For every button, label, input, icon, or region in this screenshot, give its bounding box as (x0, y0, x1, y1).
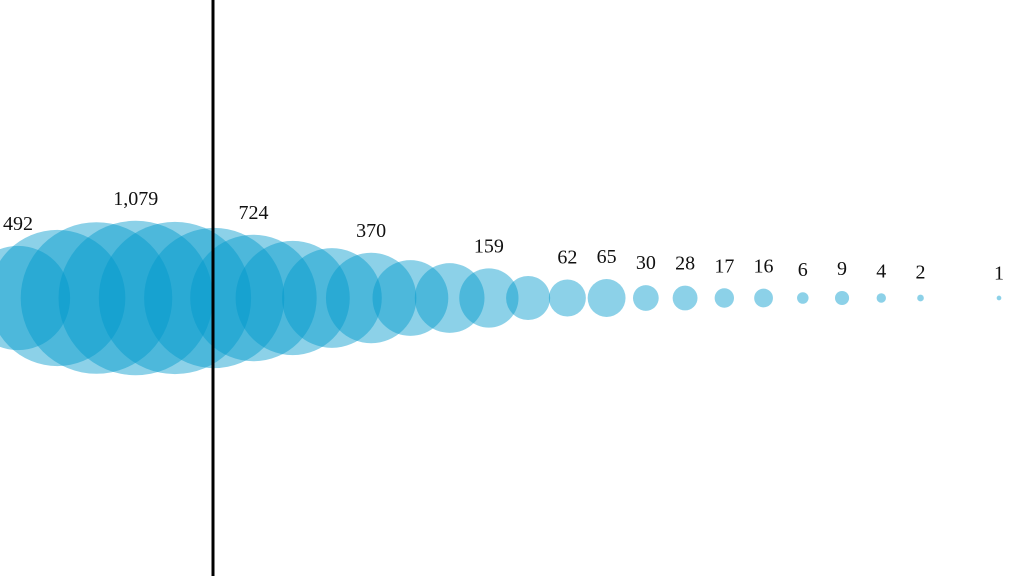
bubble (506, 275, 551, 321)
bubble (876, 293, 886, 303)
bubble-label: 62 (557, 246, 577, 268)
bubble (996, 295, 1002, 301)
bubble (917, 294, 924, 302)
bubble (0, 229, 126, 367)
bubble (20, 222, 173, 374)
bubble (0, 245, 71, 351)
bubble (834, 290, 850, 306)
bubble (372, 260, 449, 336)
bubble-label: 9 (837, 258, 847, 280)
bubble (414, 263, 485, 333)
bubble (58, 220, 213, 376)
bubble-label: 30 (636, 252, 656, 274)
bubble (754, 288, 773, 308)
bubble (325, 252, 417, 344)
bubble-label: 2 (916, 262, 926, 284)
bubble-layer (0, 220, 1002, 376)
bubble (235, 240, 350, 356)
bubble (797, 292, 809, 304)
bubble-label: 492 (3, 213, 33, 235)
bubble (632, 285, 659, 311)
bubble-label: 4 (876, 260, 886, 282)
bubble-label: 1 (994, 263, 1004, 285)
bubble-label: 16 (754, 256, 774, 278)
bubble (548, 279, 586, 317)
bubble-label: 17 (714, 255, 734, 277)
bubble-label: 65 (597, 246, 617, 268)
bubble (190, 234, 317, 362)
bubble (587, 279, 626, 317)
bubble-label: 724 (238, 202, 268, 224)
label-layer: 492 1,079 724 370 159 62 65 30 28 17 16 6 9 4 2 1 (3, 188, 1004, 285)
bubble-label: 159 (474, 235, 504, 257)
bubble (459, 268, 519, 328)
bubble (672, 285, 698, 311)
bubble (282, 248, 382, 348)
bubble (714, 288, 735, 308)
bubble-label: 28 (675, 253, 695, 275)
bubble-label: 6 (798, 259, 808, 281)
bubble-label: 370 (356, 220, 386, 242)
bubble-label: 1,079 (113, 188, 158, 210)
